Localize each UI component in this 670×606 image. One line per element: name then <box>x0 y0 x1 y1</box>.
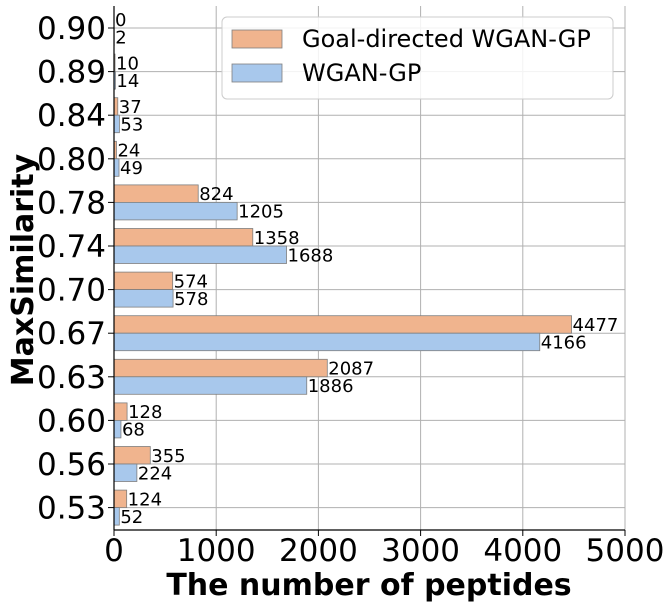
y-tick-label: 0.84 <box>37 98 106 134</box>
data-label: 2 <box>115 27 126 48</box>
data-label: 1205 <box>238 202 284 223</box>
x-tick-label: 0 <box>104 533 124 569</box>
legend: Goal-directed WGAN-GP WGAN-GP <box>221 16 614 100</box>
data-label: 4477 <box>573 315 619 336</box>
bar <box>113 446 151 465</box>
x-tick-label: 1000 <box>177 533 256 569</box>
y-tick-labels: 0.90 0.89 0.84 0.80 0.78 0.74 0.70 0.67 0.63 0.60… <box>37 11 114 527</box>
data-label: 1688 <box>288 245 334 266</box>
bar <box>113 228 254 247</box>
data-label: 128 <box>128 402 162 423</box>
y-tick-label: 0.74 <box>37 229 106 265</box>
y-tick-label: 0.89 <box>37 55 106 91</box>
data-label: 224 <box>138 463 172 484</box>
data-label: 49 <box>120 158 143 179</box>
bar <box>113 332 541 352</box>
bar <box>113 376 308 395</box>
data-label: 1358 <box>254 228 300 249</box>
bar <box>113 489 128 509</box>
bar <box>113 507 120 526</box>
y-axis-title: MaxSimilarity <box>6 153 41 386</box>
x-tick-label: 5000 <box>586 533 665 569</box>
data-label: 355 <box>151 446 185 467</box>
x-tick-label: 4000 <box>483 533 562 569</box>
x-tick-label: 3000 <box>381 533 460 569</box>
y-tick-label: 0.67 <box>37 316 106 352</box>
x-axis-title: The number of peptides <box>166 568 571 603</box>
bar <box>113 402 128 421</box>
legend-label: Goal-directed WGAN-GP <box>302 25 591 53</box>
data-label: 10 <box>116 53 139 74</box>
bar <box>113 271 174 291</box>
data-label: 52 <box>120 507 143 528</box>
data-label: 578 <box>174 289 208 310</box>
data-label: 37 <box>119 97 142 118</box>
legend-box <box>221 16 614 100</box>
legend-swatch <box>231 63 283 83</box>
bar <box>113 463 138 482</box>
y-tick-label: 0.63 <box>37 360 106 396</box>
bar <box>113 358 328 378</box>
x-tick-labels: 0 1000 2000 3000 4000 5000 <box>104 530 664 569</box>
bar <box>113 289 174 308</box>
y-tick-label: 0.60 <box>37 403 106 439</box>
x-tick-label: 2000 <box>279 533 358 569</box>
data-label: 824 <box>199 184 233 205</box>
bars <box>113 27 572 526</box>
data-label: 124 <box>128 489 162 510</box>
y-tick-label: 0.80 <box>37 142 106 178</box>
bar <box>113 315 572 334</box>
legend-swatch <box>231 29 283 49</box>
data-label: 14 <box>116 71 139 92</box>
data-label: 0 <box>115 10 126 31</box>
bar <box>113 184 199 203</box>
data-label: 4166 <box>541 332 587 353</box>
data-label: 68 <box>122 420 145 441</box>
y-tick-label: 0.53 <box>37 491 106 527</box>
data-label: 2087 <box>328 359 374 380</box>
data-label: 1886 <box>308 376 354 397</box>
axes <box>113 6 625 531</box>
data-label: 574 <box>174 271 208 292</box>
legend-label: WGAN-GP <box>302 59 421 87</box>
data-label: 24 <box>117 141 140 162</box>
y-tick-label: 0.56 <box>37 447 106 483</box>
y-tick-label: 0.90 <box>37 11 106 47</box>
bar <box>113 419 122 439</box>
y-tick-label: 0.70 <box>37 273 106 309</box>
y-tick-label: 0.78 <box>37 185 106 221</box>
data-label: 53 <box>120 114 143 135</box>
